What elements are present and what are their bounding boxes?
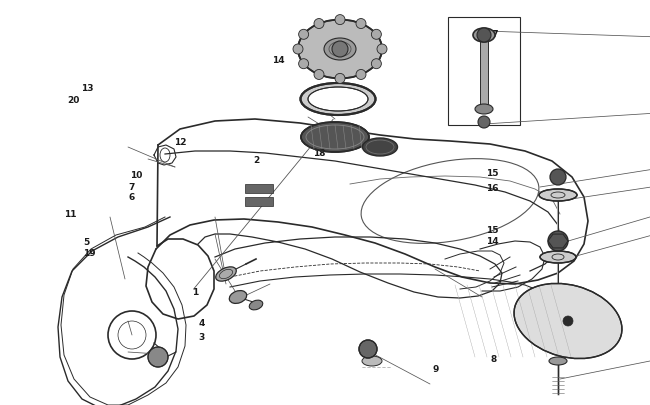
Text: 3: 3 [198,333,205,341]
Circle shape [377,45,387,55]
Circle shape [356,19,366,30]
Bar [480,40,488,106]
Ellipse shape [539,190,577,202]
Text: 6: 6 [129,193,135,202]
Bar [448,18,520,126]
Circle shape [477,29,491,43]
Circle shape [148,347,168,367]
Ellipse shape [514,284,622,359]
Text: 19: 19 [83,249,96,258]
Text: 20: 20 [67,96,79,104]
Circle shape [359,340,377,358]
Text: 17: 17 [486,30,499,39]
Circle shape [298,60,309,70]
Circle shape [548,231,568,252]
Text: 11: 11 [64,209,76,218]
Bar [245,198,273,207]
Circle shape [293,45,303,55]
Text: 4: 4 [198,318,205,327]
Circle shape [335,15,345,26]
Text: 7: 7 [129,183,135,192]
Ellipse shape [475,105,493,115]
Ellipse shape [249,301,263,310]
Circle shape [371,30,382,40]
Ellipse shape [300,84,376,116]
Text: 10: 10 [130,171,142,179]
Circle shape [478,117,490,129]
Bar [245,185,273,194]
Text: 9: 9 [432,364,439,373]
Text: 13: 13 [81,84,94,93]
Ellipse shape [549,357,567,365]
Circle shape [356,70,366,80]
Circle shape [335,74,345,84]
Circle shape [314,70,324,80]
Text: 14: 14 [272,55,284,64]
Ellipse shape [298,21,382,79]
Text: 2: 2 [254,156,260,164]
Text: 15: 15 [486,225,499,234]
Text: 5: 5 [83,238,90,247]
Text: 16: 16 [486,184,499,193]
Ellipse shape [229,291,247,304]
Ellipse shape [362,356,382,366]
Text: 12: 12 [174,138,187,147]
Text: 1: 1 [192,287,198,296]
Text: 15: 15 [486,168,499,177]
Circle shape [314,19,324,30]
Circle shape [563,316,573,326]
Ellipse shape [363,139,398,157]
Ellipse shape [216,267,237,281]
Ellipse shape [540,252,576,263]
Circle shape [550,170,566,185]
Circle shape [298,30,309,40]
Ellipse shape [301,123,369,153]
Text: 8: 8 [491,354,497,363]
Circle shape [371,60,382,70]
Text: 14: 14 [486,237,499,245]
Text: 18: 18 [313,149,326,158]
Ellipse shape [324,39,356,61]
Ellipse shape [308,88,368,112]
Circle shape [332,42,348,58]
Ellipse shape [473,29,495,43]
